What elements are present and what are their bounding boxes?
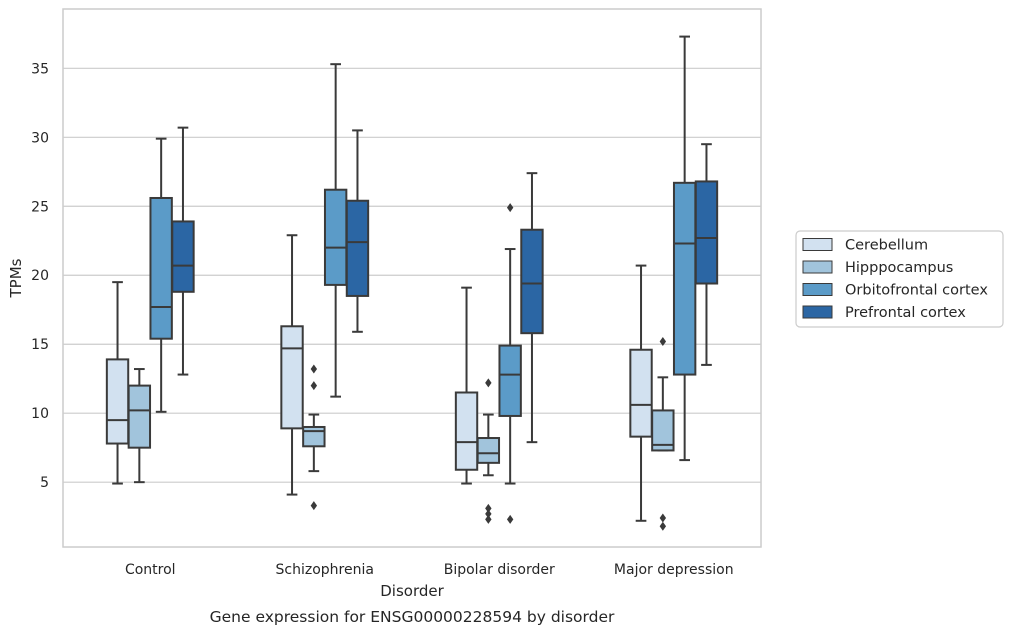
legend-swatch — [802, 260, 833, 274]
box — [149, 196, 173, 340]
y-tick-labels: 5 10 15 20 25 30 35 — [31, 61, 49, 491]
box — [302, 425, 326, 448]
box-group — [149, 137, 173, 413]
series-cerebellum — [105, 234, 653, 522]
x-tick-label: Major depression — [614, 562, 734, 578]
box-group — [651, 336, 675, 531]
box-group — [280, 234, 304, 496]
y-tick-label: 20 — [31, 268, 49, 284]
box — [520, 228, 544, 335]
x-tick-label: Control — [125, 562, 176, 578]
legend-label: Hipppocampus — [845, 260, 953, 276]
box — [651, 409, 675, 452]
box — [280, 325, 304, 430]
box — [476, 437, 501, 464]
box — [672, 181, 697, 376]
box — [498, 344, 522, 417]
box — [105, 358, 130, 445]
y-tick-label: 5 — [40, 475, 49, 491]
series-orbitofrontal-cortex — [149, 35, 697, 524]
box-group — [171, 126, 195, 376]
y-tick-label: 25 — [31, 199, 49, 215]
box-group — [498, 203, 522, 524]
box — [127, 384, 152, 449]
x-tick-label: Bipolar disorder — [444, 562, 555, 578]
box-group — [454, 286, 479, 485]
outlier-point — [485, 509, 492, 519]
outlier-point — [659, 521, 667, 531]
outlier-point — [485, 503, 492, 513]
legend-item: Cerebellum — [802, 238, 928, 254]
x-tick-label: Schizophrenia — [276, 562, 374, 578]
box-series — [105, 35, 719, 531]
legend-swatch — [802, 283, 833, 296]
box-group — [629, 264, 653, 522]
outlier-point — [310, 501, 318, 511]
outlier-point — [506, 203, 514, 213]
x-axis-title: Disorder — [380, 582, 444, 600]
series-hipppocampus — [127, 336, 675, 531]
box-group — [520, 172, 544, 444]
box — [171, 220, 195, 293]
box-group — [694, 143, 719, 366]
outlier-point — [506, 514, 514, 524]
legend-swatch — [802, 305, 833, 319]
legend: Cerebellum Hipppocampus Orbitofrontal cort… — [795, 230, 1004, 328]
box — [694, 180, 719, 285]
box-group — [345, 129, 370, 333]
outlier-point — [659, 336, 667, 346]
outlier-point — [310, 381, 318, 391]
box-group — [127, 368, 152, 484]
box — [345, 199, 370, 297]
legend-label: Orbitofrontal cortex — [845, 283, 988, 299]
box — [454, 391, 479, 471]
series-prefrontal-cortex — [171, 126, 719, 444]
box — [629, 348, 653, 438]
legend-label: Prefrontal cortex — [845, 305, 966, 321]
y-tick-label: 30 — [31, 130, 49, 146]
legend-item: Prefrontal cortex — [802, 305, 966, 321]
outlier-point — [659, 513, 667, 523]
plot-frame — [62, 8, 762, 548]
outlier-point — [310, 364, 318, 374]
legend-swatch — [802, 238, 833, 251]
chart-caption: Gene expression for ENSG00000228594 by d… — [210, 608, 615, 626]
y-tick-label: 15 — [31, 337, 49, 353]
x-tick-labels: Control Schizophrenia Bipolar disorder Majo… — [125, 562, 734, 578]
outlier-point — [485, 378, 492, 388]
legend-item: Orbitofrontal cortex — [802, 283, 988, 299]
legend-frame — [795, 230, 1004, 328]
box — [323, 188, 348, 286]
box-group — [476, 378, 501, 524]
legend-item: Hipppocampus — [802, 260, 953, 276]
box-group — [302, 364, 326, 511]
y-tick-label: 10 — [31, 406, 49, 422]
outlier-point — [485, 514, 492, 524]
y-tick-label: 35 — [31, 61, 49, 77]
y-axis-title: TPMs — [7, 258, 25, 298]
legend-label: Cerebellum — [845, 238, 928, 254]
